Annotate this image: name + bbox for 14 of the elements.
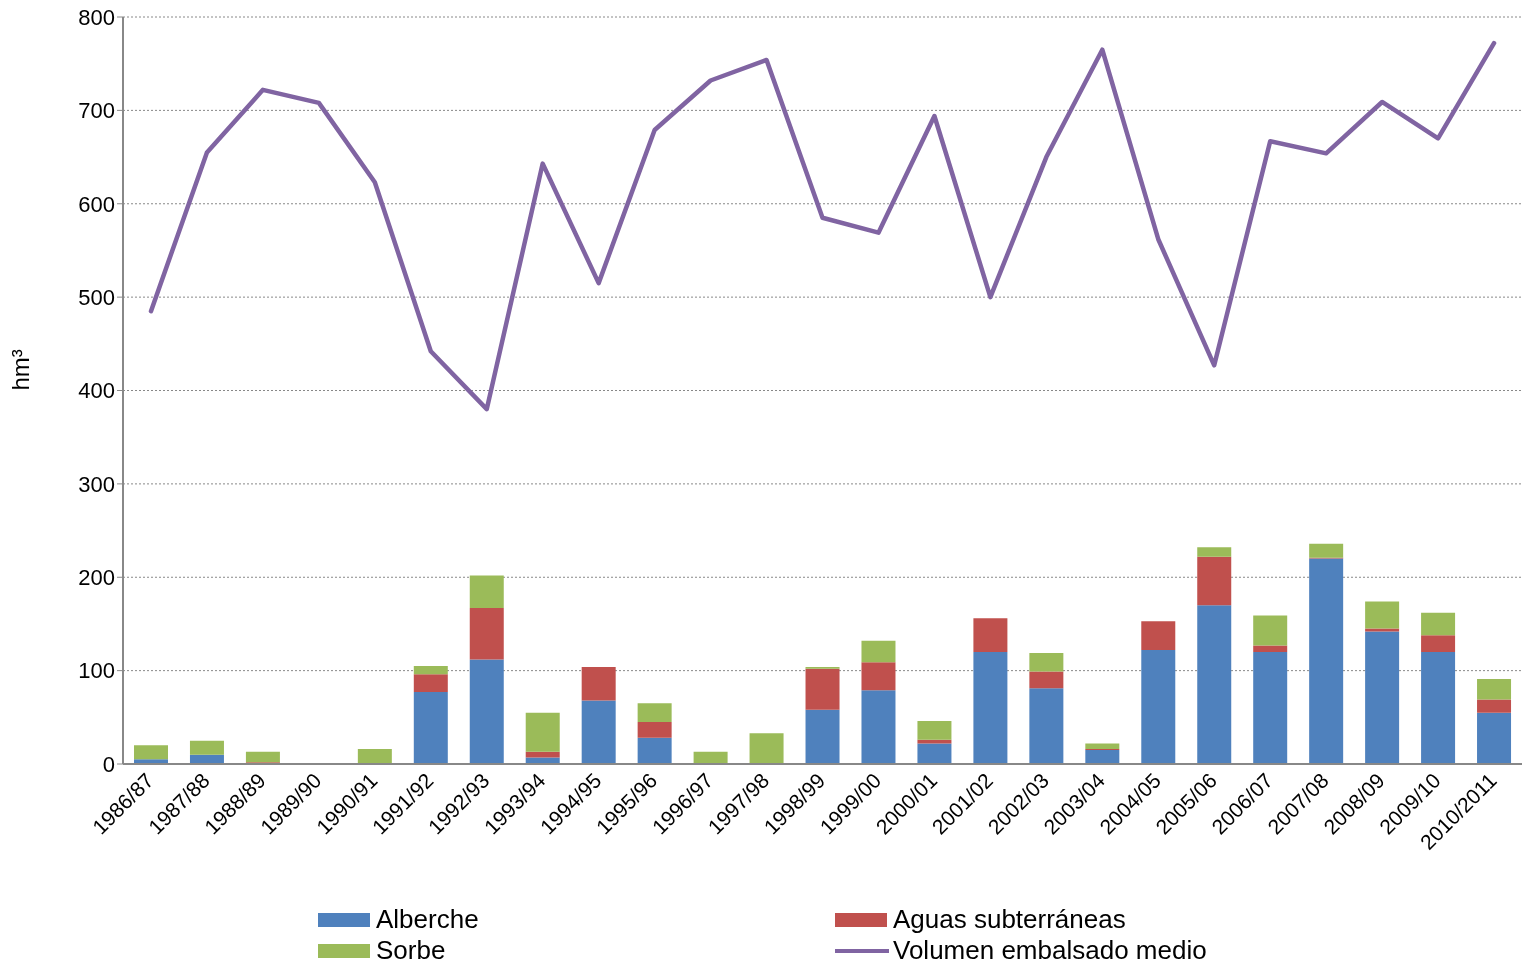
y-tick-label: 200 bbox=[78, 565, 115, 591]
legend-label: Volumen embalsado medio bbox=[893, 935, 1207, 966]
legend-label: Alberche bbox=[376, 904, 479, 935]
y-tick-label: 0 bbox=[102, 751, 115, 777]
legend-label: Sorbe bbox=[376, 935, 446, 966]
y-tick-label: 300 bbox=[78, 471, 115, 497]
y-axis-title: hm³ bbox=[6, 349, 34, 391]
y-tick-label: 600 bbox=[78, 191, 115, 217]
y-tick-label: 100 bbox=[78, 658, 115, 684]
y-tick-label: 500 bbox=[78, 284, 115, 310]
y-tick-label: 400 bbox=[78, 378, 115, 404]
y-tick-label: 700 bbox=[78, 98, 115, 124]
legend-label: Aguas subterráneas bbox=[893, 904, 1126, 935]
y-tick-label: 800 bbox=[78, 4, 115, 30]
